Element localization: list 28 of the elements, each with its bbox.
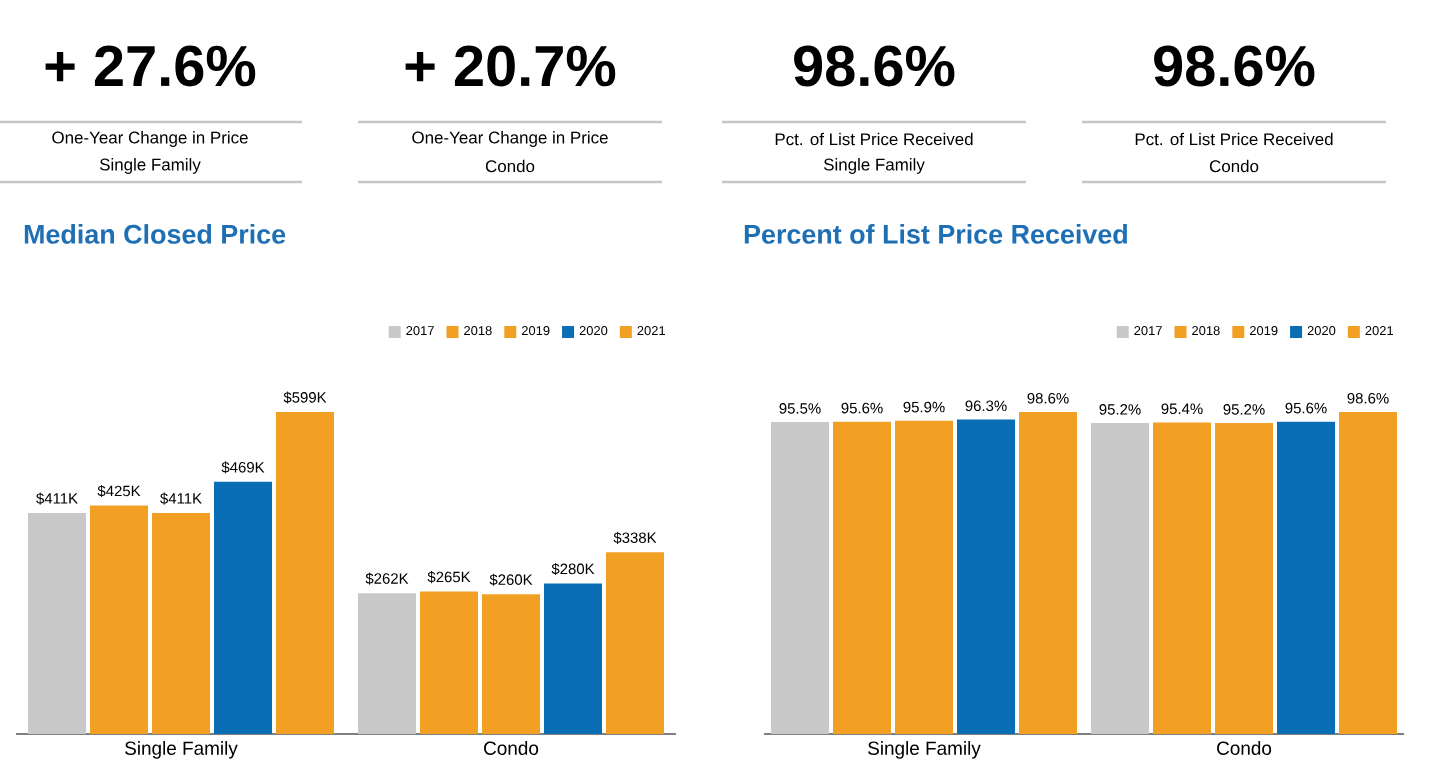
chart-title: Median Closed Price [24,224,286,244]
text: Condo [1209,159,1259,173]
text: Single Family [99,158,201,174]
text: + 20.7% [405,45,616,87]
text: Pct. of List Price Received [775,132,973,146]
text: Condo [485,159,535,173]
bar [544,583,602,735]
bar [90,505,148,735]
x-tick-label: Single Family [868,741,981,759]
text: Pct. of List Price Received [1135,132,1333,146]
text: Single Family [823,158,925,174]
bar [28,513,86,735]
bar [214,481,272,735]
bar [420,591,478,735]
bar [358,593,416,735]
x-tick-label: Single Family [125,741,238,759]
chart-title: Percent of List Price Received [744,224,1127,244]
text: 98.6% [794,45,955,87]
x-tick-label: Condo [1217,741,1272,755]
bar [482,594,540,735]
bar [606,552,665,735]
bar [152,513,210,735]
bar [276,411,334,735]
x-tick-label: Condo [484,741,539,755]
text: 98.6% [1154,45,1315,87]
text: One-Year Change in Price [52,131,248,147]
text: One-Year Change in Price [412,131,608,147]
text: + 27.6% [45,45,256,87]
